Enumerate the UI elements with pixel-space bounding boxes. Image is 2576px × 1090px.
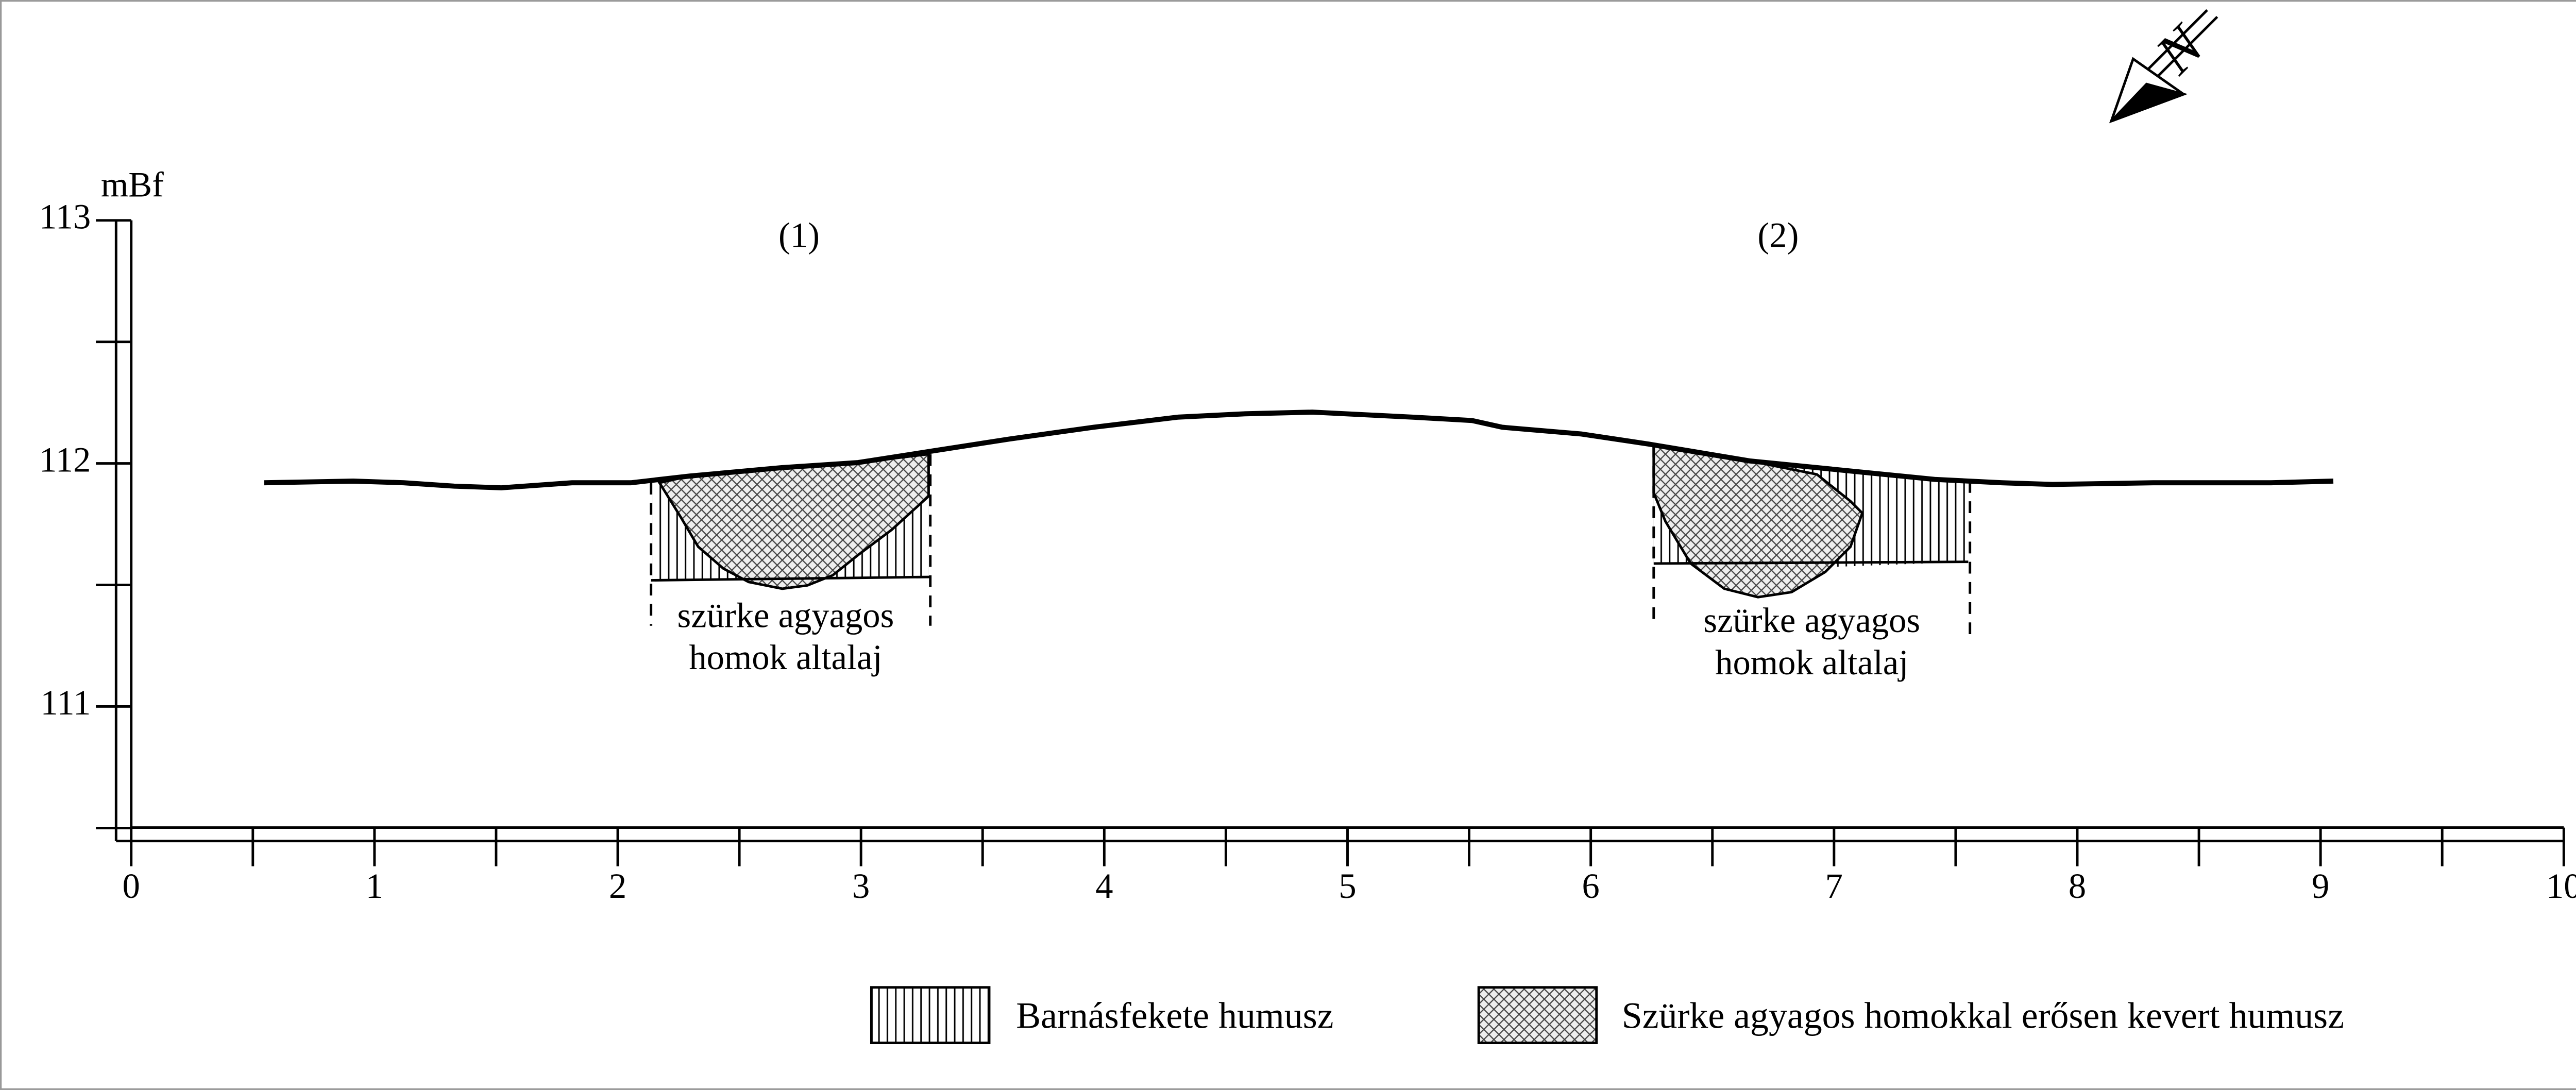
x-tick-label: 8	[2069, 866, 2086, 906]
feature-label: (2)	[1757, 215, 1799, 254]
legend: Barnásfekete humusz Szürke agyagos homok…	[870, 986, 2344, 1044]
x-tick-label: 3	[852, 866, 870, 906]
x-tick-label: 7	[1825, 866, 1843, 906]
feature-note: homok altalaj	[1715, 643, 1908, 682]
y-tick-label: 113	[39, 197, 91, 236]
legend-swatch	[1477, 986, 1598, 1044]
x-tick-label: 1	[366, 866, 383, 906]
x-tick-label: 0	[123, 866, 140, 906]
feature-note: szürke agyagos	[677, 595, 894, 635]
feature-note: homok altalaj	[689, 638, 882, 677]
x-tick-label: 4	[1095, 866, 1113, 906]
legend-swatch	[870, 986, 991, 1044]
x-tick-label: 2	[609, 866, 626, 906]
feature-note: szürke agyagos	[1703, 601, 1920, 640]
legend-label: Barnásfekete humusz	[1016, 995, 1333, 1036]
legend-label: Szürke agyagos homokkal erősen kevert hu…	[1622, 995, 2344, 1036]
ground-surface	[264, 410, 2334, 490]
x-tick-label: 10	[2546, 866, 2576, 906]
y-tick-label: 111	[41, 683, 91, 722]
x-tick-label: 6	[1582, 866, 1600, 906]
y-tick-label: 112	[39, 440, 91, 479]
feature-1	[650, 452, 932, 626]
feature-label: (1)	[778, 215, 820, 254]
x-tick-label: 9	[2312, 866, 2329, 906]
x-tick-label: 5	[1338, 866, 1356, 906]
y-axis-unit: mBf	[101, 165, 164, 204]
